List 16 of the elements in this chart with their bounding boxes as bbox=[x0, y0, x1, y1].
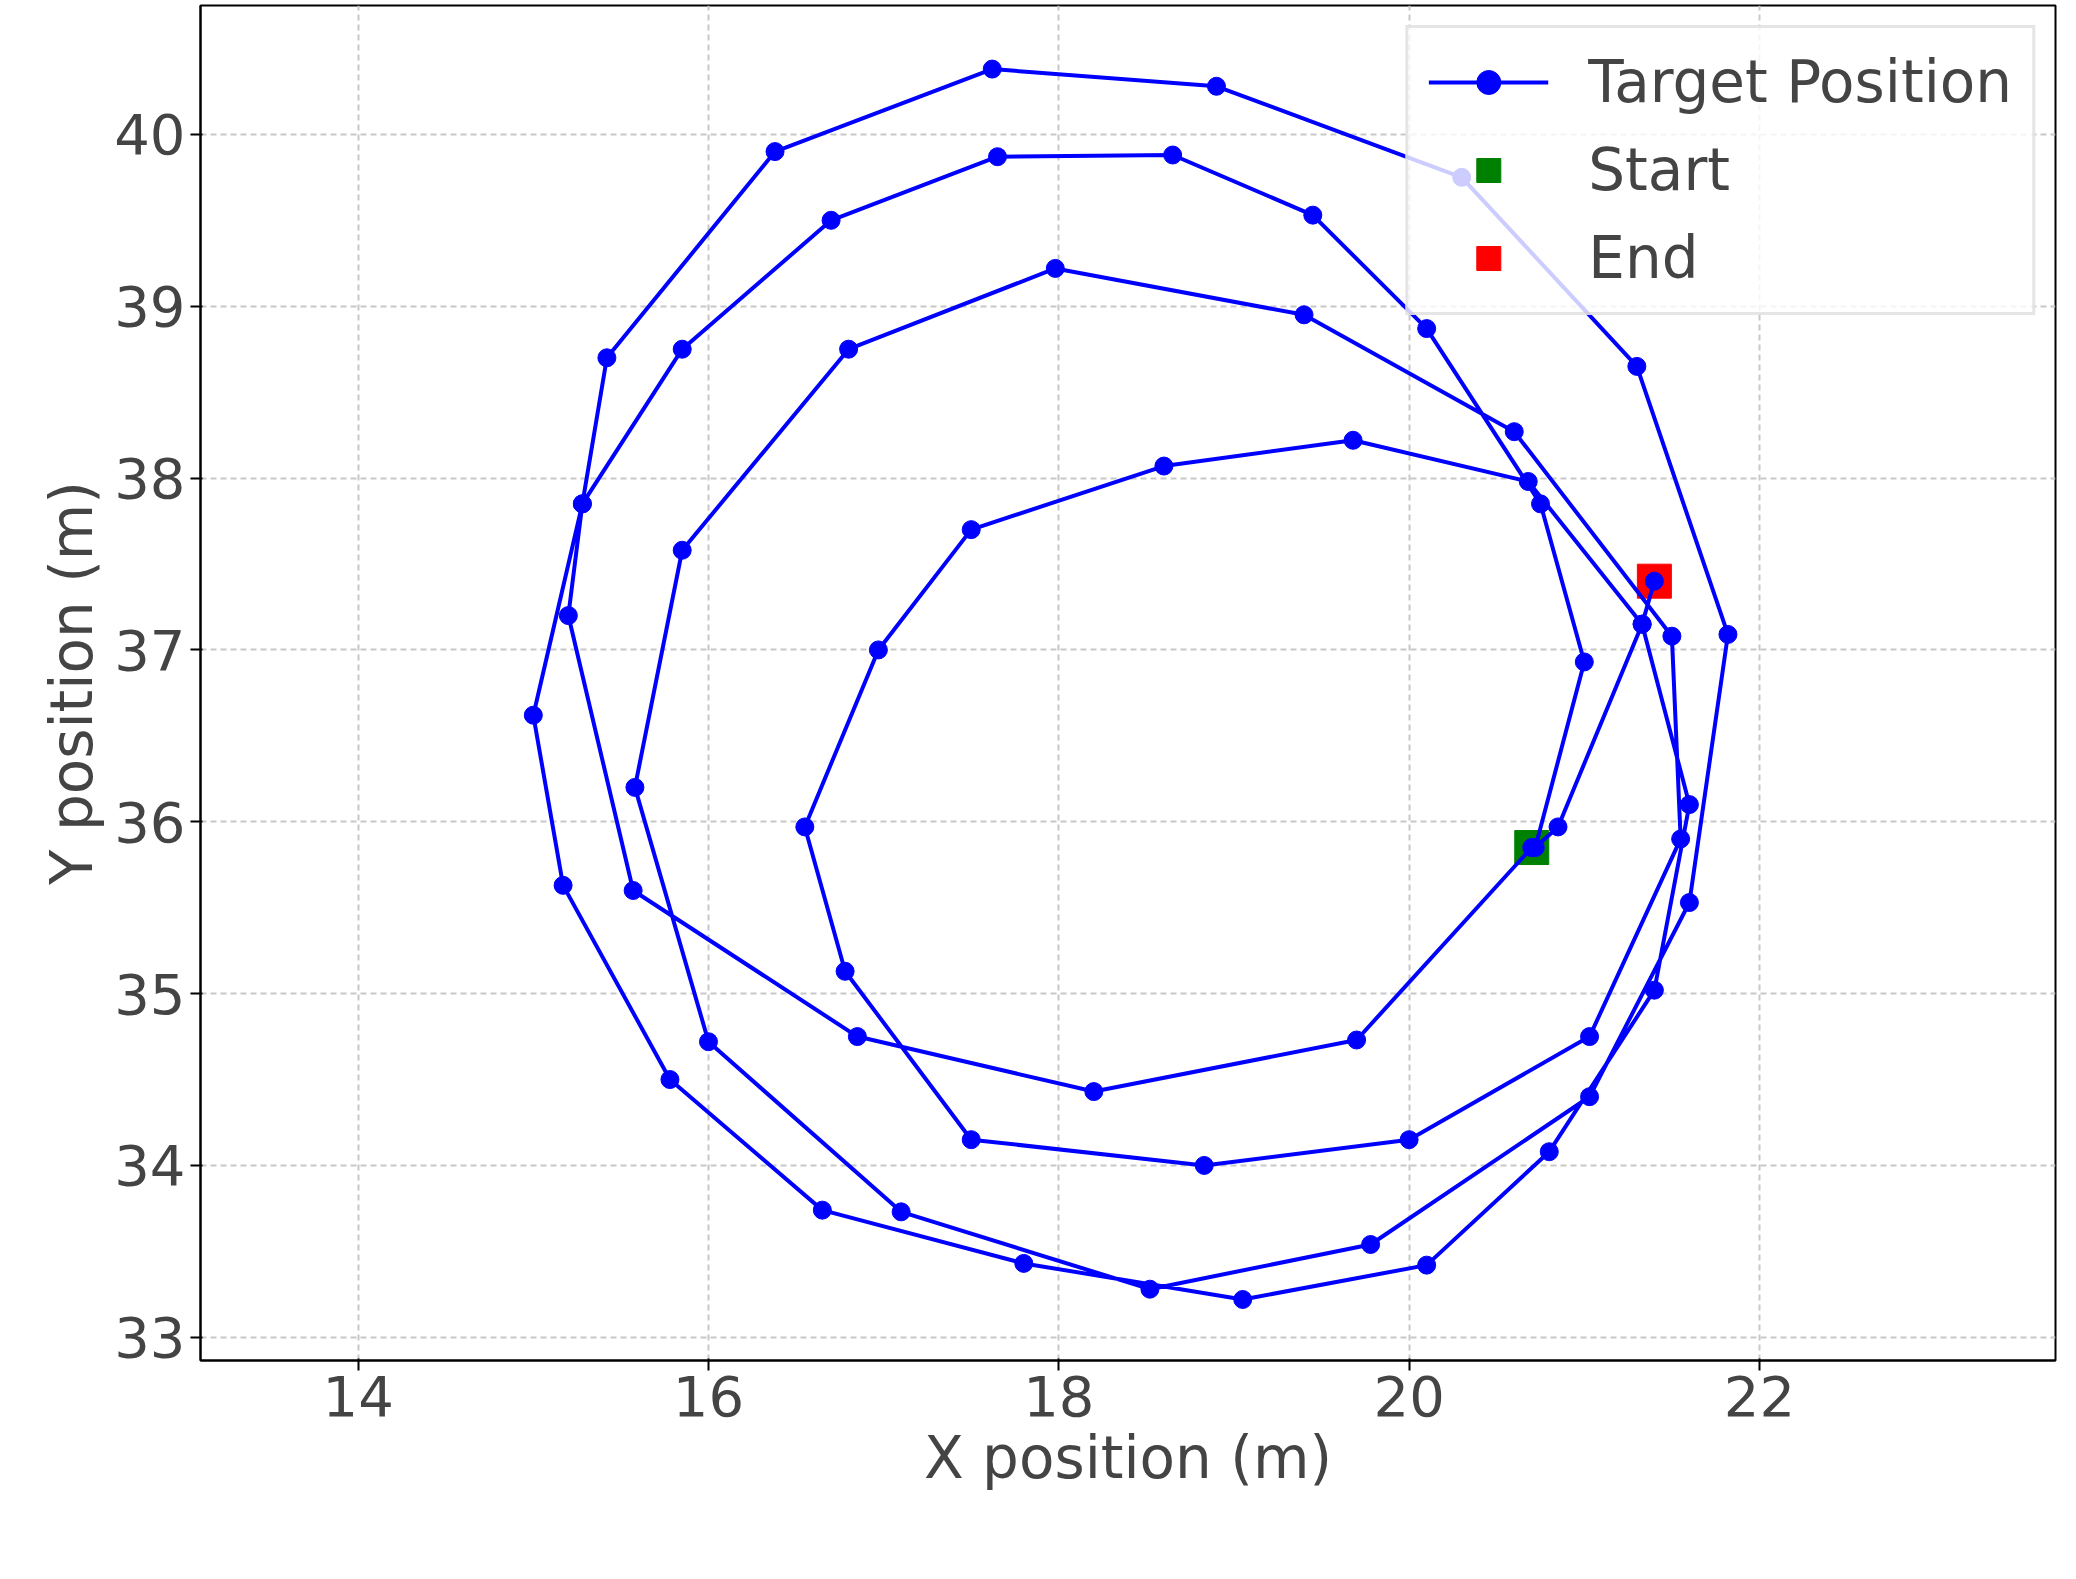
y-tick-label: 34 bbox=[114, 1133, 186, 1199]
y-tick-label: 37 bbox=[114, 617, 186, 683]
y-tick-label: 38 bbox=[114, 446, 186, 512]
x-tick-label: 20 bbox=[1373, 1363, 1445, 1429]
y-tick-label: 33 bbox=[114, 1305, 186, 1371]
legend-label: End bbox=[1588, 224, 1699, 292]
x-tick-label: 14 bbox=[322, 1363, 394, 1429]
legend-label: Target Position bbox=[1588, 48, 2012, 116]
y-tick-label: 40 bbox=[114, 102, 186, 168]
x-tick-label: 16 bbox=[672, 1363, 745, 1429]
x-tick-label: 22 bbox=[1723, 1363, 1796, 1429]
y-tick-label: 39 bbox=[114, 274, 186, 340]
y-axis-title: Y position (m) bbox=[38, 481, 107, 886]
legend-label: Start bbox=[1588, 136, 1730, 204]
y-tick-label: 36 bbox=[114, 789, 186, 855]
y-tick-label: 35 bbox=[114, 961, 186, 1027]
